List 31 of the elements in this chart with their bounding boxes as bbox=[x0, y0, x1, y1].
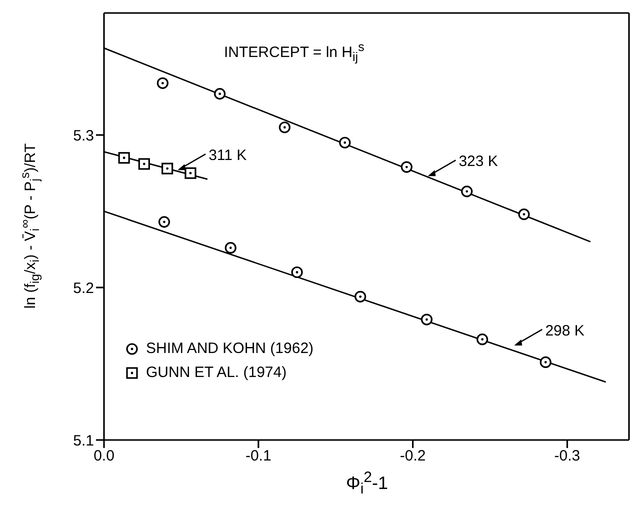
x-tick-label: 0.0 bbox=[94, 448, 114, 465]
x-tick-label: -0.1 bbox=[245, 448, 272, 465]
point bbox=[400, 161, 412, 173]
point bbox=[291, 266, 303, 278]
annotation: 311 K bbox=[208, 147, 247, 164]
point bbox=[518, 208, 530, 220]
point bbox=[278, 122, 290, 134]
point bbox=[158, 216, 170, 228]
y-tick-label: 5.2 bbox=[73, 280, 94, 297]
point bbox=[339, 136, 351, 148]
point bbox=[354, 290, 366, 302]
annotation: 323 K bbox=[458, 153, 498, 170]
point bbox=[156, 77, 168, 89]
legend-label: GUNN ET AL. (1974) bbox=[146, 363, 287, 383]
point bbox=[461, 186, 473, 198]
point bbox=[162, 162, 174, 174]
point bbox=[476, 334, 488, 346]
legend-label: SHIM AND KOHN (1962) bbox=[146, 339, 314, 359]
x-axis-title: Φ$_{i}$$^{2}$-1 bbox=[344, 469, 390, 498]
point bbox=[540, 356, 552, 368]
annotation: 298 K bbox=[545, 322, 584, 340]
point bbox=[224, 242, 236, 254]
point bbox=[420, 314, 433, 326]
y-tick-label: 5.1 bbox=[73, 432, 94, 450]
point bbox=[184, 167, 196, 179]
y-tick-label: 5.3 bbox=[73, 127, 94, 144]
point bbox=[118, 152, 130, 164]
point bbox=[138, 158, 150, 170]
point bbox=[214, 88, 226, 100]
x-tick-label: -0.3 bbox=[554, 448, 580, 465]
x-tick-label: -0.2 bbox=[400, 448, 426, 465]
